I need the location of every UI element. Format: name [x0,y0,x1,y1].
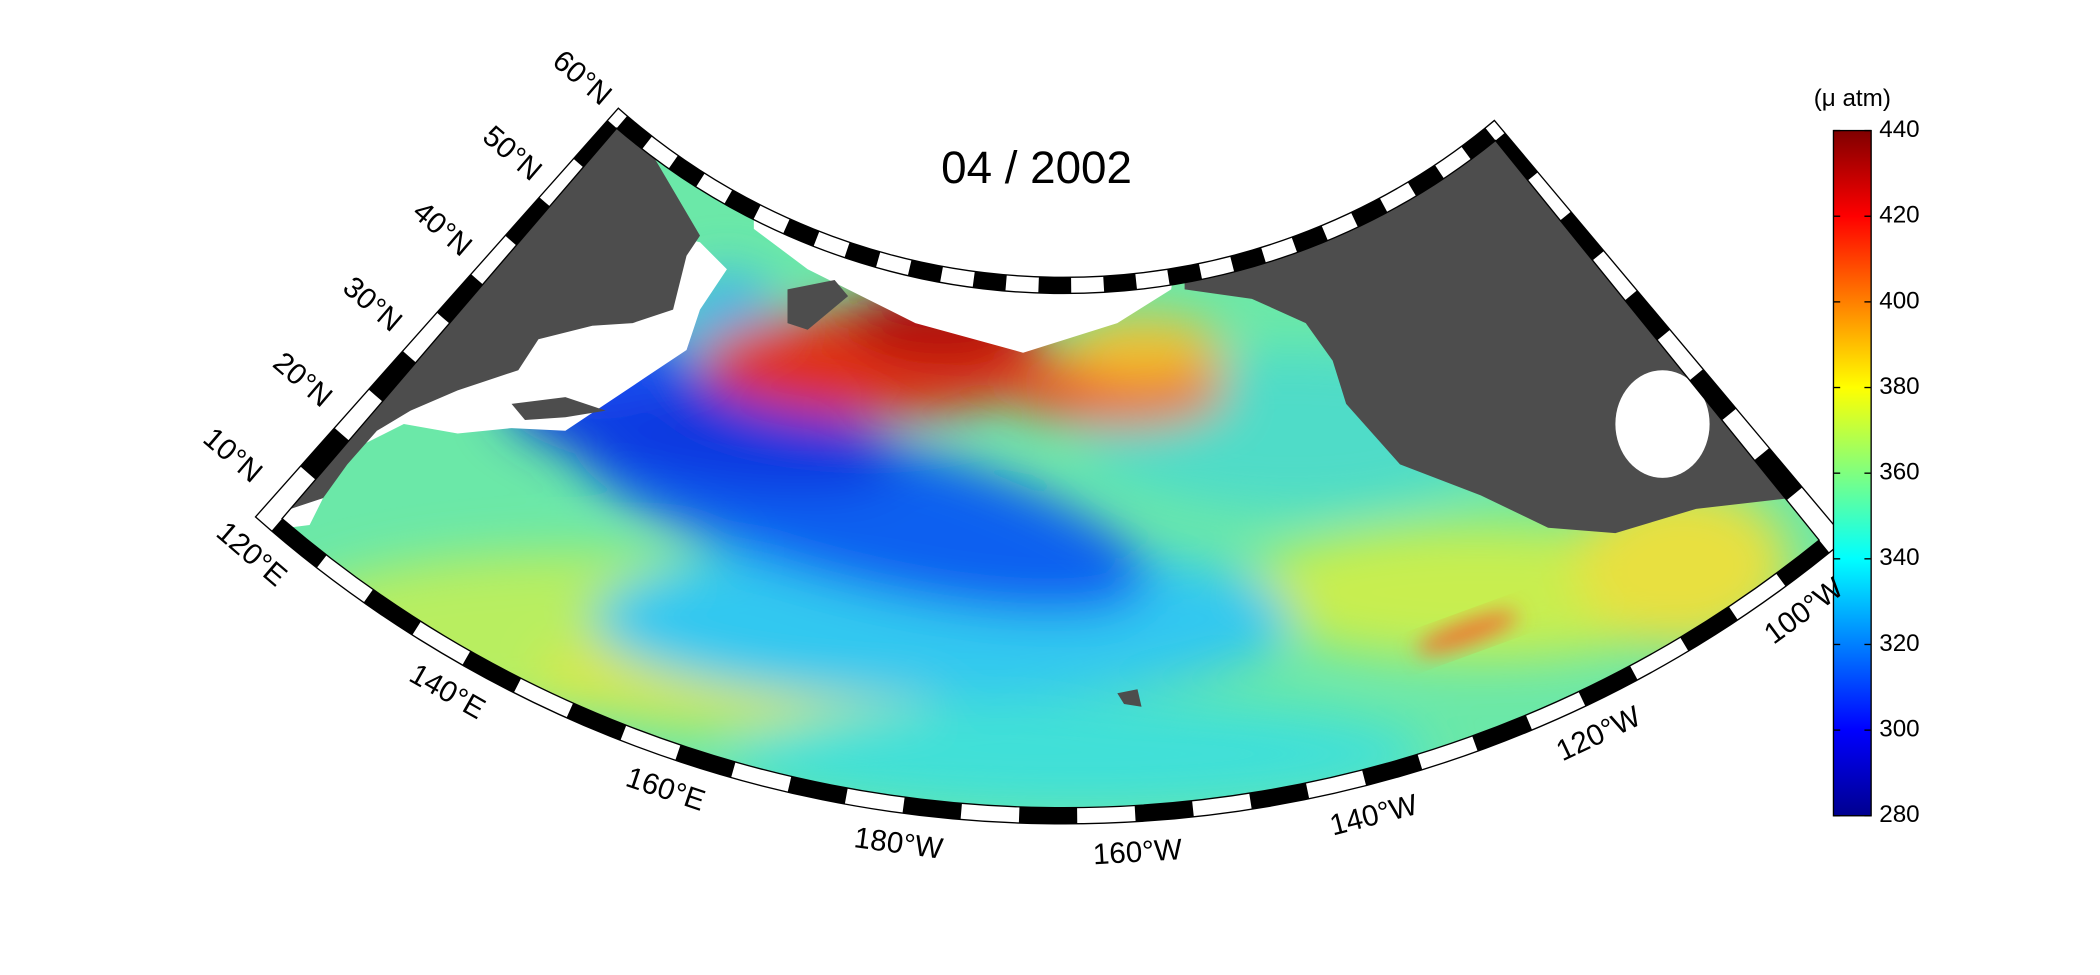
longitude-label: 160°E [622,761,709,818]
frame-segment [1689,369,1737,421]
frame-segment [972,271,1007,292]
land-japan [511,397,606,420]
frame-segment [1461,127,1496,160]
frame-segment [1038,276,1072,294]
frame-segment [1680,606,1738,652]
colorbar-tick-label: 400 [1879,287,1919,314]
frame-segment [1776,540,1830,587]
frame-segment [363,589,421,635]
frame-segment [844,242,881,268]
frame-segment [1578,665,1638,707]
land-kamchatka [787,279,849,330]
longitude-label: 180°W [852,821,945,866]
no-data-inland [1615,370,1710,478]
frame-segment [300,427,349,480]
colorbar-tick-label: 420 [1879,202,1919,229]
frame-segment [1351,198,1388,228]
frame-segment [668,155,705,187]
frame-segment [368,351,416,402]
colorbar-tick-label: 320 [1879,630,1919,657]
latitude-label: 10°N [197,421,269,489]
pco2-patch [1416,611,1519,654]
longitude-label: 140°W [1326,788,1421,842]
frame-segment [787,776,848,805]
frame-segment [462,650,522,693]
frame-segment [566,703,627,741]
frame-segment [1249,782,1310,810]
colorbar-tick-label: 360 [1879,459,1919,486]
frame-segment [1754,447,1803,501]
map-outline [281,127,1821,809]
frame-segment [1407,164,1444,197]
frame-segment [1167,263,1203,286]
colorbar-tick-label: 280 [1879,801,1919,828]
frame-segment [675,744,736,778]
frame-segment [1134,800,1194,822]
latitude-label: 30°N [337,270,409,338]
colorbar-tick-label: 440 [1879,116,1919,143]
frame-segment [436,274,483,324]
frame-segment [1018,806,1078,824]
latitude-label: 40°N [406,195,478,263]
colorbar-label: (μ atm) [1814,85,1891,112]
frame-segment [1103,273,1138,293]
colorbar-tick-label: 300 [1879,716,1919,743]
frame-segment [1624,290,1671,341]
colorbar-tick-label: 380 [1879,373,1919,400]
latitude-label: 60°N [546,44,618,112]
latitude-label: 50°N [476,119,548,187]
frame-segment [724,189,761,220]
frame-segment [573,120,617,168]
frame-segment [907,259,944,283]
frame-segment [271,518,327,568]
frame-segment [1495,132,1538,181]
longitude-label: 160°W [1092,833,1183,871]
frame-segment [1560,211,1604,261]
frame-segment [1362,754,1423,786]
map-title: 04 / 2002 [941,142,1132,193]
frame-segment [1291,225,1328,253]
frame-segment [1230,247,1266,272]
colorbar-tick-label: 340 [1879,544,1919,571]
latitude-label: 20°N [267,346,339,414]
frame-segment [616,115,653,150]
land-hawaii [1117,689,1142,707]
frame-segment [783,218,820,247]
frame-segment [1472,715,1533,752]
frame-segment [505,197,550,246]
